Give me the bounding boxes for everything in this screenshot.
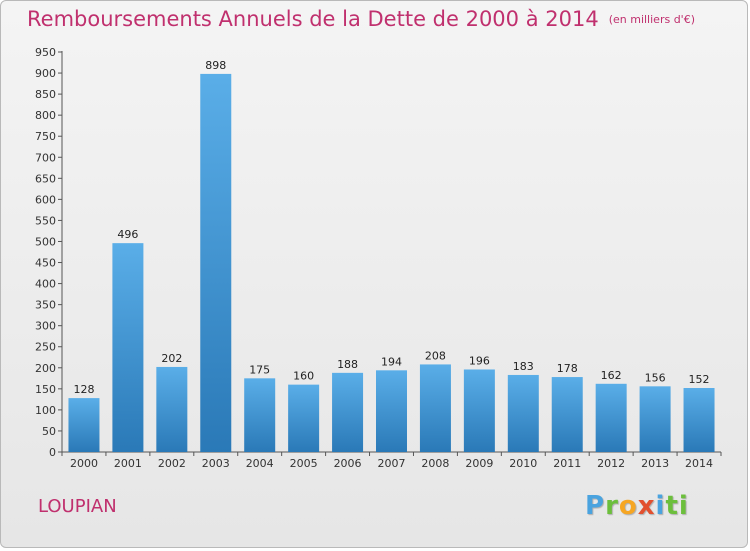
bar (551, 377, 583, 452)
logo-letter: ti (665, 491, 689, 521)
place-name: LOUPIAN (38, 496, 117, 517)
data-label: 162 (601, 369, 622, 382)
y-tick-label: 700 (35, 151, 56, 164)
y-tick-label: 900 (35, 67, 56, 80)
x-tick-label: 2008 (421, 457, 449, 470)
logo-letter: i (655, 491, 666, 521)
data-label: 188 (337, 358, 358, 371)
y-tick-label: 100 (35, 404, 56, 417)
y-tick-label: 750 (35, 130, 56, 143)
data-label: 208 (425, 349, 446, 362)
data-label: 152 (689, 373, 710, 386)
y-tick-label: 50 (42, 425, 56, 438)
bar (200, 73, 232, 452)
data-label: 196 (469, 354, 490, 367)
x-tick-label: 2005 (290, 457, 318, 470)
bar (332, 372, 364, 452)
x-tick-label: 2002 (158, 457, 186, 470)
y-tick-label: 300 (35, 320, 56, 333)
x-tick-label: 2012 (597, 457, 625, 470)
y-tick-label: 500 (35, 235, 56, 248)
chart-unit: (en milliers d'€) (608, 13, 695, 26)
data-label: 194 (381, 355, 402, 368)
y-tick-label: 600 (35, 193, 56, 206)
x-tick-label: 2006 (334, 457, 362, 470)
data-label: 202 (161, 352, 182, 365)
y-tick-label: 800 (35, 109, 56, 122)
x-tick-label: 2009 (465, 457, 493, 470)
y-tick-label: 850 (35, 88, 56, 101)
y-tick-label: 350 (35, 299, 56, 312)
bar (68, 398, 100, 452)
x-tick-label: 2014 (685, 457, 713, 470)
y-tick-label: 400 (35, 278, 56, 291)
x-tick-label: 2000 (70, 457, 98, 470)
logo-letter: o (618, 491, 638, 521)
bar (463, 369, 495, 452)
logo-letter: P (585, 491, 606, 521)
logo-letter: x (637, 491, 656, 521)
bar (683, 388, 715, 452)
bar (639, 386, 671, 452)
bar (507, 374, 539, 452)
chart-title: Remboursements Annuels de la Dette de 20… (27, 7, 695, 31)
x-tick-label: 2013 (641, 457, 669, 470)
x-tick-label: 2003 (202, 457, 230, 470)
data-label: 175 (249, 363, 270, 376)
bars: 128 496 202 898 175 160 188 194 208 196 183 178 162 1… (68, 59, 715, 452)
data-label: 178 (557, 362, 578, 375)
y-tick-label: 250 (35, 341, 56, 354)
chart-title-text: Remboursements Annuels de la Dette de 20… (27, 7, 599, 31)
y-tick-label: 450 (35, 257, 56, 270)
axes: 0 50 100 150 200 250 300 350 400 450 500 550 600 650 7… (35, 46, 722, 470)
data-label: 898 (205, 59, 226, 72)
bar (288, 384, 320, 452)
proxiti-logo: Proxiti (585, 491, 689, 521)
data-label: 183 (513, 360, 534, 373)
data-label: 128 (73, 383, 94, 396)
bar (244, 378, 276, 452)
data-label: 496 (117, 228, 138, 241)
x-tick-label: 2007 (378, 457, 406, 470)
x-tick-label: 2010 (509, 457, 537, 470)
x-tick-label: 2001 (114, 457, 142, 470)
y-tick-label: 650 (35, 172, 56, 185)
y-tick-label: 200 (35, 362, 56, 375)
data-label: 156 (645, 371, 666, 384)
y-tick-label: 0 (49, 446, 56, 459)
logo-letter: r (605, 491, 619, 521)
y-tick-label: 950 (35, 46, 56, 59)
x-tick-label: 2011 (553, 457, 581, 470)
bar (156, 366, 188, 452)
bar (419, 364, 451, 452)
data-label: 160 (293, 370, 314, 383)
bar (376, 370, 407, 452)
x-tick-label: 2004 (246, 457, 274, 470)
y-tick-label: 550 (35, 214, 56, 227)
bar (595, 383, 627, 452)
bar (112, 243, 144, 452)
y-tick-label: 150 (35, 383, 56, 396)
